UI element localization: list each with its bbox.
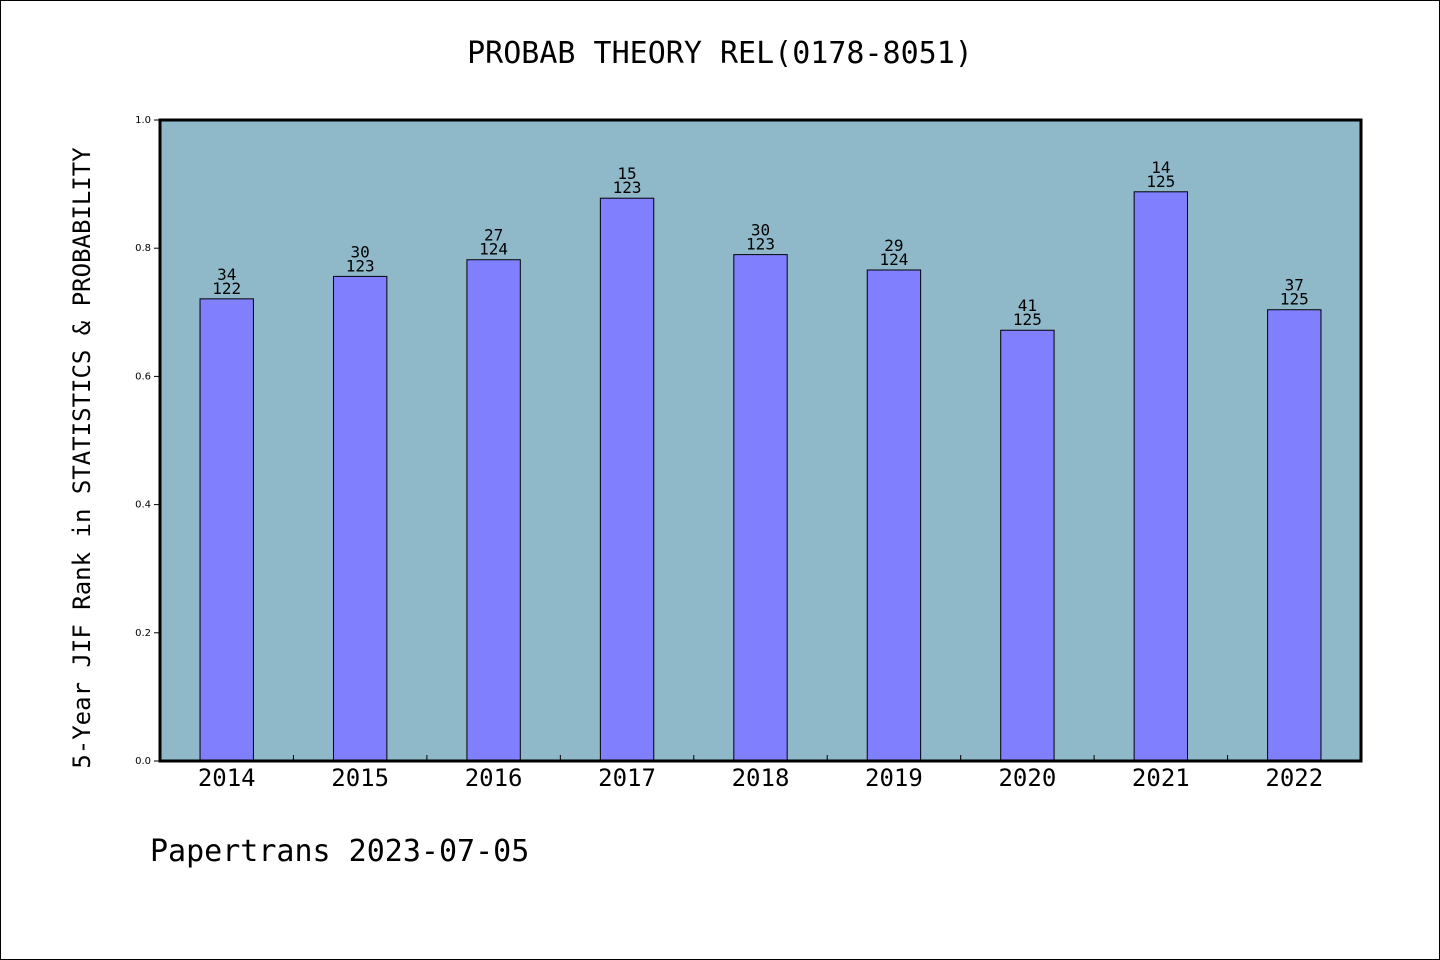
- bar-total-label: 122: [212, 279, 241, 298]
- bar-total-label: 125: [1146, 172, 1175, 191]
- bar-rank-label: 15: [617, 164, 636, 183]
- bar-rank-label: 37: [1285, 276, 1304, 295]
- bar-total-label: 125: [1280, 290, 1309, 309]
- x-tick-label: 2014: [198, 764, 256, 792]
- bar-total-label: 123: [746, 235, 775, 254]
- bar-rank-label: 41: [1018, 296, 1037, 315]
- bar-2022: [1267, 309, 1322, 762]
- bar-2021: [1133, 191, 1189, 762]
- y-tick-label: 0.8: [135, 243, 151, 254]
- bar-2015: [332, 275, 388, 762]
- x-tick-label: 2019: [865, 764, 923, 792]
- y-tick-label: 0.2: [135, 628, 151, 639]
- bar-rank-label: 27: [484, 226, 503, 245]
- bar-2017: [599, 197, 655, 762]
- bar-rank-label: 34: [217, 265, 236, 284]
- bar-2020: [1000, 329, 1055, 762]
- bar-2016: [466, 259, 521, 762]
- y-tick-label: 0.0: [135, 756, 151, 767]
- bar-2019: [866, 269, 922, 762]
- bar-total-label: 124: [879, 250, 908, 269]
- y-tick-label: 0.6: [135, 371, 151, 382]
- plot-border: [158, 118, 1363, 763]
- x-tick-label: 2021: [1132, 764, 1190, 792]
- bar-total-label: 123: [613, 178, 642, 197]
- footer-text: Papertrans 2023-07-05: [150, 834, 530, 869]
- x-tick-label: 2017: [598, 764, 656, 792]
- x-tick-label: 2015: [331, 764, 389, 792]
- bar-total-label: 124: [479, 240, 508, 259]
- bar-2018: [733, 254, 788, 762]
- x-tick-label: 2018: [732, 764, 790, 792]
- y-tick-label: 0.4: [135, 500, 151, 511]
- bar-rank-label: 29: [884, 236, 903, 255]
- bar-total-label: 123: [346, 256, 375, 275]
- y-tick-label: 1.0: [135, 115, 151, 126]
- x-tick-label: 2022: [1265, 764, 1323, 792]
- x-tick-label: 2020: [998, 764, 1056, 792]
- bar-rank-label: 14: [1151, 158, 1170, 177]
- bar-2014: [199, 298, 254, 762]
- bar-rank-label: 30: [351, 242, 370, 261]
- chart-title: PROBAB THEORY REL(0178-8051): [467, 36, 973, 71]
- x-tick-label: 2016: [465, 764, 523, 792]
- bar-total-label: 125: [1013, 310, 1042, 329]
- bar-rank-label: 30: [751, 221, 770, 240]
